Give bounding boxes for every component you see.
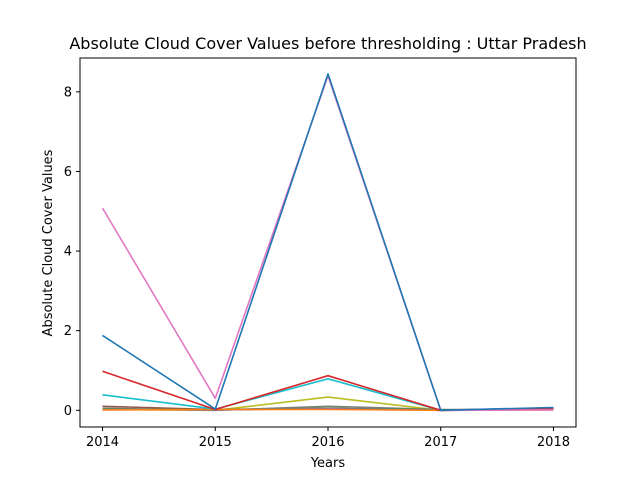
y-tick-label: 6 — [64, 165, 72, 180]
x-tick-label: 2018 — [537, 435, 570, 450]
y-ticks: 0 2 4 6 8 — [64, 85, 80, 419]
x-tick-label: 2015 — [199, 435, 232, 450]
x-axis-label: Years — [310, 456, 346, 471]
y-tick-label: 4 — [64, 245, 72, 260]
y-tick-label: 0 — [64, 404, 72, 419]
y-axis-label: Absolute Cloud Cover Values — [41, 149, 56, 336]
x-tick-label: 2017 — [424, 435, 457, 450]
x-tick-label: 2016 — [311, 435, 344, 450]
x-tick-label: 2014 — [86, 435, 119, 450]
series-layer — [101, 73, 554, 412]
plot-area: 2014 2015 2016 2017 2018 0 2 4 6 8 — [64, 57, 577, 450]
y-tick-label: 8 — [64, 85, 72, 100]
series-line-10 — [102, 73, 554, 412]
y-tick-label: 2 — [64, 324, 72, 339]
chart-title: Absolute Cloud Cover Values before thres… — [69, 34, 586, 53]
x-ticks: 2014 2015 2016 2017 2018 — [86, 427, 570, 450]
